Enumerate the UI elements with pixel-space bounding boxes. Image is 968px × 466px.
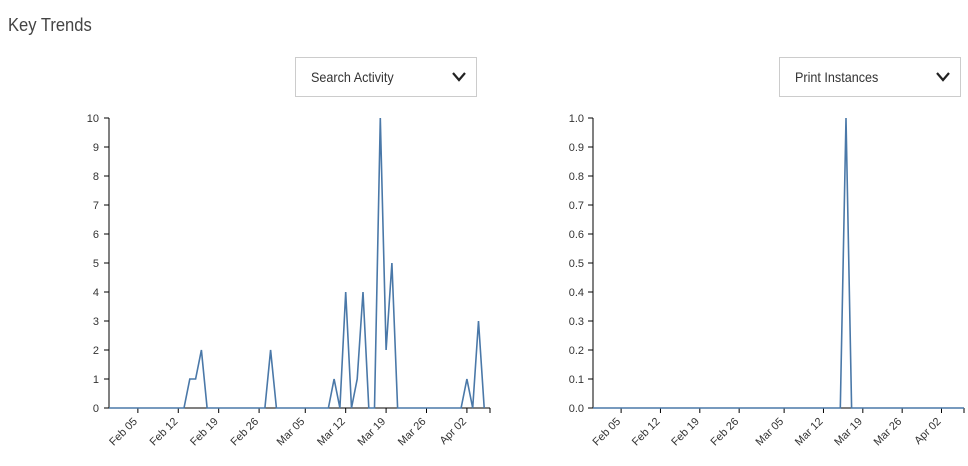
x-tick-label: Mar 26	[872, 416, 905, 449]
y-tick-label: 3	[93, 316, 99, 328]
x-tick-label: Mar 05	[754, 416, 787, 449]
dropdown-selected-label: Search Activity	[311, 69, 394, 85]
y-tick-label: 9	[93, 142, 99, 154]
x-tick-label: Apr 02	[438, 416, 469, 447]
x-tick-label: Mar 26	[396, 416, 429, 449]
x-tick-label: Feb 05	[591, 416, 624, 449]
x-tick-label: Feb 26	[229, 416, 262, 449]
x-tick-label: Mar 12	[315, 416, 348, 449]
y-tick-label: 5	[93, 258, 99, 270]
x-tick-label: Mar 19	[356, 416, 389, 449]
y-tick-label: 0.3	[569, 316, 584, 328]
x-tick-label: Feb 05	[107, 416, 140, 449]
y-tick-label: 8	[93, 171, 99, 183]
y-tick-label: 6	[93, 229, 99, 241]
y-tick-label: 0.4	[569, 287, 584, 299]
x-tick-label: Feb 12	[630, 416, 663, 449]
y-tick-label: 0.6	[569, 229, 584, 241]
x-tick-label: Feb 26	[709, 416, 742, 449]
y-tick-label: 0	[93, 403, 99, 415]
metric-dropdown-search[interactable]: Search Activity	[295, 57, 477, 97]
dropdown-selected-label: Print Instances	[795, 69, 879, 85]
y-tick-label: 7	[93, 200, 99, 212]
x-tick-label: Mar 19	[832, 416, 865, 449]
x-tick-label: Feb 12	[148, 416, 181, 449]
metric-dropdown-print[interactable]: Print Instances	[779, 57, 961, 97]
y-tick-label: 0.1	[569, 374, 584, 386]
x-tick-label: Apr 02	[912, 416, 943, 447]
y-tick-label: 0.0	[569, 403, 584, 415]
y-tick-label: 4	[93, 287, 99, 299]
y-tick-label: 1.0	[569, 113, 584, 125]
page-title: Key Trends	[8, 15, 92, 35]
y-tick-label: 0.7	[569, 200, 584, 212]
x-tick-label: Feb 19	[188, 416, 221, 449]
y-tick-label: 1	[93, 374, 99, 386]
x-tick-label: Mar 05	[275, 416, 308, 449]
y-tick-label: 0.8	[569, 171, 584, 183]
series-line	[593, 117, 964, 409]
x-tick-label: Feb 19	[669, 416, 702, 449]
y-tick-label: 0.2	[569, 345, 584, 357]
chevron-down-icon	[936, 70, 950, 84]
x-tick-label: Mar 12	[793, 416, 826, 449]
chevron-down-icon	[452, 70, 466, 84]
y-tick-label: 2	[93, 345, 99, 357]
y-tick-label: 0.5	[569, 258, 584, 270]
y-tick-label: 10	[87, 113, 99, 125]
y-tick-label: 0.9	[569, 142, 584, 154]
series-line	[109, 117, 485, 409]
